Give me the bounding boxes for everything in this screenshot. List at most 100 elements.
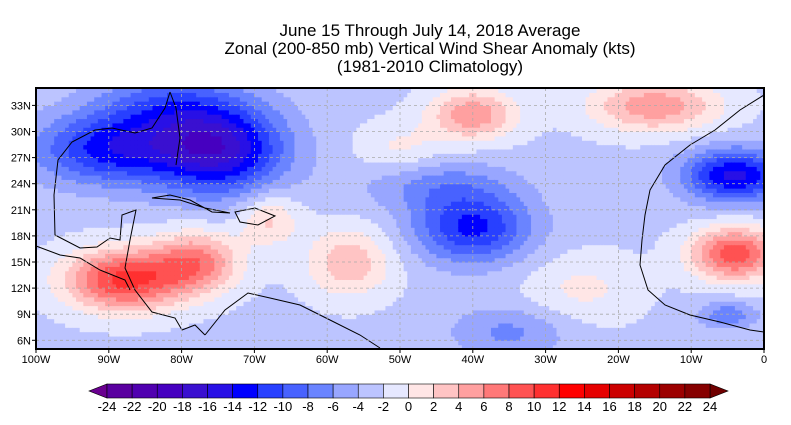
field-cell bbox=[148, 183, 154, 189]
field-cell bbox=[57, 301, 63, 307]
field-cell bbox=[119, 327, 124, 333]
field-cell bbox=[309, 188, 314, 193]
field-cell bbox=[323, 109, 328, 115]
field-cell bbox=[232, 188, 237, 193]
field-cell bbox=[207, 335, 212, 341]
field-cell bbox=[192, 175, 197, 180]
field-cell bbox=[159, 227, 164, 233]
field-cell bbox=[177, 127, 183, 133]
field-cell bbox=[247, 266, 252, 272]
field-cell bbox=[112, 279, 117, 285]
field-cell bbox=[112, 301, 117, 307]
field-cell bbox=[123, 344, 128, 350]
field-cell bbox=[141, 262, 146, 267]
field-cell bbox=[101, 96, 106, 102]
field-cell bbox=[152, 201, 157, 207]
field-cell bbox=[334, 244, 339, 250]
field-cell bbox=[90, 305, 95, 311]
field-cell bbox=[177, 222, 183, 228]
field-cell bbox=[309, 122, 314, 128]
field-cell bbox=[72, 183, 77, 189]
field-cell bbox=[243, 131, 248, 137]
field-cell bbox=[101, 309, 106, 315]
field-cell bbox=[214, 305, 219, 311]
field-cell bbox=[177, 340, 183, 346]
field-cell bbox=[65, 288, 70, 294]
field-cell bbox=[141, 283, 146, 289]
field-cell bbox=[174, 96, 179, 102]
field-cell bbox=[236, 231, 241, 237]
field-cell bbox=[287, 275, 292, 280]
field-cell bbox=[287, 253, 292, 259]
field-cell bbox=[57, 144, 63, 150]
field-cell bbox=[36, 309, 41, 315]
field-cell bbox=[68, 209, 73, 215]
field-cell bbox=[239, 292, 245, 298]
field-cell bbox=[305, 209, 310, 215]
field-cell bbox=[268, 266, 274, 272]
field-cell bbox=[39, 192, 44, 198]
field-cell bbox=[90, 292, 95, 298]
field-cell bbox=[76, 131, 81, 137]
field-cell bbox=[254, 118, 259, 124]
field-cell bbox=[316, 262, 321, 267]
field-cell bbox=[152, 331, 157, 337]
field-cell bbox=[167, 235, 172, 241]
field-cell bbox=[210, 335, 215, 341]
field-cell bbox=[290, 192, 296, 198]
field-cell bbox=[268, 188, 274, 193]
field-cell bbox=[316, 344, 321, 350]
field-cell bbox=[79, 88, 84, 93]
field-cell bbox=[108, 214, 114, 220]
field-cell bbox=[177, 140, 183, 146]
field-cell bbox=[258, 109, 263, 115]
field-cell bbox=[159, 148, 164, 154]
field-cell bbox=[61, 135, 66, 141]
field-cell bbox=[309, 266, 314, 272]
field-cell bbox=[305, 196, 310, 202]
field-cell bbox=[76, 279, 81, 285]
field-cell bbox=[203, 88, 208, 93]
field-cell bbox=[54, 157, 59, 163]
field-cell bbox=[319, 292, 325, 298]
field-cell bbox=[334, 318, 339, 324]
field-cell bbox=[265, 144, 270, 150]
field-cell bbox=[152, 262, 157, 267]
field-cell bbox=[156, 92, 161, 98]
field-cell bbox=[276, 205, 281, 211]
field-cell bbox=[101, 344, 106, 350]
field-cell bbox=[141, 331, 146, 337]
field-cell bbox=[196, 209, 201, 215]
field-cell bbox=[50, 105, 55, 111]
field-cell bbox=[188, 166, 194, 172]
field-cell bbox=[36, 222, 41, 228]
field-cell bbox=[177, 270, 183, 276]
field-cell bbox=[218, 318, 223, 324]
field-cell bbox=[199, 235, 205, 241]
field-cell bbox=[105, 262, 110, 267]
field-cell bbox=[294, 140, 299, 146]
field-cell bbox=[163, 96, 168, 102]
field-cell bbox=[232, 148, 237, 154]
field-cell bbox=[68, 170, 73, 176]
field-cell bbox=[199, 279, 205, 285]
field-cell bbox=[86, 214, 92, 220]
field-cell bbox=[214, 279, 219, 285]
field-cell bbox=[203, 309, 208, 315]
field-cell bbox=[108, 257, 114, 263]
field-cell bbox=[119, 201, 124, 207]
field-cell bbox=[46, 157, 52, 163]
field-cell bbox=[247, 105, 252, 111]
field-cell bbox=[199, 218, 205, 224]
field-cell bbox=[83, 170, 88, 176]
field-cell bbox=[312, 248, 317, 254]
field-cell bbox=[221, 101, 226, 106]
field-cell bbox=[130, 88, 135, 93]
field-cell bbox=[83, 227, 88, 233]
field-cell bbox=[61, 170, 66, 176]
field-cell bbox=[148, 301, 154, 307]
field-cell bbox=[159, 118, 164, 124]
field-cell bbox=[272, 244, 277, 250]
field-cell bbox=[54, 127, 59, 133]
field-cell bbox=[207, 166, 212, 172]
